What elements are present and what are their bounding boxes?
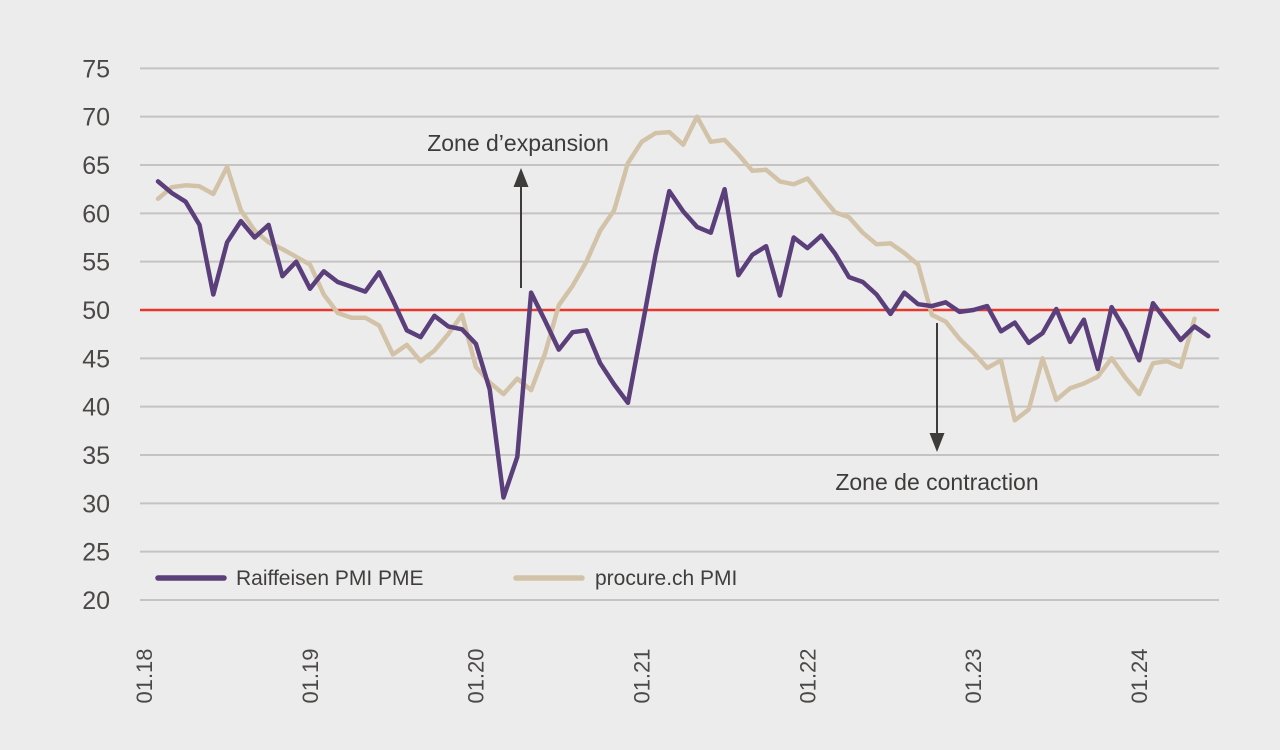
x-tick-label-01.22: 01.22 [795,648,820,703]
y-tick-label-20: 20 [82,587,110,615]
y-tick-label-45: 45 [82,345,110,373]
expansion-annotation: Zone d’expansion [427,130,609,288]
series-line-raiffeisen-pmi-pme [155,179,1211,500]
x-tick-label-01.21: 01.21 [630,648,655,703]
x-tick-label-01.23: 01.23 [961,648,986,703]
y-tick-label-40: 40 [82,394,110,422]
y-tick-label-30: 30 [82,490,110,518]
contraction-annotation-text: Zone de contraction [835,469,1038,495]
y-tick-label-25: 25 [82,539,110,567]
y-axis-tick-labels: 75 70 65 60 55 50 45 40 35 30 25 20 [82,55,110,615]
x-tick-label-01.19: 01.19 [298,648,323,703]
legend: Raiffeisen PMI PME procure.ch PMI [155,567,737,590]
contraction-annotation: Zone de contraction [835,323,1039,495]
y-tick-label-70: 70 [82,104,110,132]
x-tick-label-01.18: 01.18 [132,648,157,703]
x-tick-label-01.24: 01.24 [1127,648,1152,703]
x-tick-label-01.20: 01.20 [464,648,489,703]
y-tick-label-55: 55 [82,249,110,277]
x-axis-tick-labels: 01.18 01.19 01.20 01.21 01.22 01.23 01.24 [132,648,1152,703]
y-tick-label-35: 35 [82,442,110,470]
contraction-arrowhead-icon [929,433,945,452]
series-line-procure-ch-pmi [155,114,1197,423]
y-tick-label-75: 75 [82,55,110,83]
legend-label-raiffeisen: Raiffeisen PMI PME [236,567,424,590]
y-tick-label-50: 50 [82,297,110,325]
legend-label-procure: procure.ch PMI [595,567,737,590]
series-lines [155,114,1211,500]
y-tick-label-60: 60 [82,200,110,228]
expansion-arrowhead-icon [513,168,529,187]
y-tick-label-65: 65 [82,152,110,180]
gridlines [140,67,1219,602]
expansion-annotation-text: Zone d’expansion [427,130,609,156]
